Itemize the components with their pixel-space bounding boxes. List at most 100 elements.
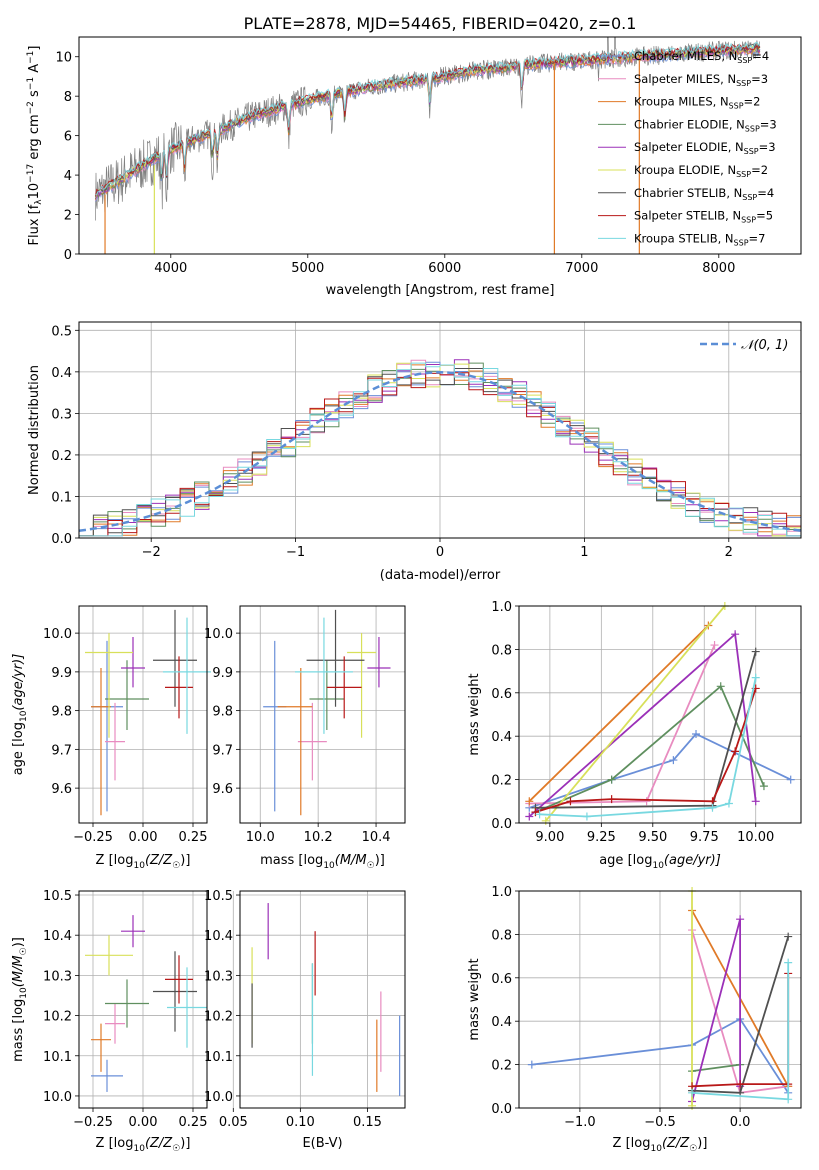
residual-histogram-line: [79, 362, 801, 537]
mw_vs_Z-point-marker: [527, 1060, 536, 1069]
legend-label: Salpeter ELODIE, N: [634, 140, 744, 154]
mw_vs_age-ytick-label: 0.6: [491, 687, 512, 702]
age_vs_Z-xlabel-part: )]: [180, 853, 190, 868]
mw_vs_Z-xtick-label: 0.0: [730, 1115, 751, 1130]
age_vs_mass-xlabel-sub: ☉: [367, 861, 375, 871]
mass_vs_Z-ylabel: mass [log10(M/M☉)]: [11, 937, 29, 1062]
mw_vs_age-series-line: [528, 624, 710, 802]
age_vs_Z-ylabel: age [log10(age/yr)]: [11, 654, 29, 776]
age_vs_mass-xlabel-part: )]: [375, 853, 385, 868]
mw_vs_Z-ytick-label: 0.8: [491, 928, 512, 943]
mass_vs_ebv-xlabel: E(B-V): [302, 1136, 342, 1151]
spectrum-xtick-label: 5000: [291, 261, 324, 276]
legend-sub: SSP: [736, 79, 751, 88]
legend-entry: Chabrier ELODIE, NSSP=3: [634, 117, 777, 133]
residuals-xtick-label: 0: [436, 545, 444, 560]
mw_vs_age-xtick-label: 9.50: [638, 830, 667, 845]
mass_vs_Z-xtick-label: 0.25: [179, 1115, 208, 1130]
mw_vs_Z-ytick-label: 0.0: [491, 1102, 512, 1117]
age_vs_mass-xlabel-part: mass [log: [260, 853, 323, 868]
legend-entry-normal: 𝒩(0, 1): [741, 338, 788, 353]
ylabel-part: s: [27, 90, 42, 101]
spectrum-ytick-label: 4: [64, 169, 72, 184]
mw_vs_age-point-marker: [759, 782, 768, 791]
mass_vs_ebv-ytick-label: 10.1: [204, 1050, 233, 1065]
mw_vs_age-point-marker: [786, 775, 795, 784]
mw_vs_Z-point-marker: [736, 915, 745, 924]
spectrum-ylabel: Flux [fλ10−17 erg cm−2 s−1 A−1]: [26, 46, 44, 246]
age_vs_Z-xlabel: Z [log10(Z/Z☉)]: [96, 853, 191, 871]
age_vs_Z-ytick-label: 9.7: [51, 743, 72, 758]
mw_vs_age-ytick-label: 0.2: [491, 774, 512, 789]
mass_vs_Z-xlabel: Z [log10(Z/Z☉)]: [96, 1136, 191, 1154]
mw_vs_age-point-marker: [724, 799, 733, 808]
legend-sub: SSP: [734, 238, 749, 247]
legend-entry: Kroupa ELODIE, NSSP=2: [634, 163, 768, 179]
legend-sub: SSP: [729, 102, 744, 111]
mw_vs_age-ytick-label: 0.8: [491, 643, 512, 658]
mass_vs_Z-ylabel-part: (M/M: [11, 955, 26, 987]
age_vs_mass-xlabel: mass [log10(M/M☉)]: [260, 853, 385, 871]
ylabel-sup: −2: [26, 101, 36, 114]
age_vs_mass-xlabel-sub: 10: [323, 861, 335, 871]
legend-entry: Chabrier MILES, NSSP=4: [634, 49, 769, 65]
mw_vs_Z-point-marker: [784, 1095, 793, 1104]
legend-entry: Kroupa MILES, NSSP=2: [634, 95, 760, 111]
ylabel-part: A: [27, 64, 42, 77]
legend-label: Salpeter STELIB, N: [634, 209, 741, 223]
legend-label: Kroupa ELODIE, N: [634, 163, 736, 177]
legend-entry: Salpeter STELIB, NSSP=5: [634, 209, 773, 225]
mw_vs_Z-xlabel-part: )]: [697, 1136, 707, 1151]
age_vs_mass-frame: [239, 605, 406, 824]
age_vs_Z-xtick-label: −0.25: [73, 830, 113, 845]
spectrum-plot-area: [94, 37, 761, 254]
legend-label: Kroupa STELIB, N: [634, 231, 734, 245]
mw_vs_age-xtick-label: 9.00: [535, 830, 564, 845]
legend-count: =2: [744, 95, 761, 109]
age_vs_mass-ytick-label: 9.6: [212, 782, 233, 797]
mw_vs_age-xtick-label: 9.75: [690, 830, 719, 845]
legend-label: Chabrier STELIB, N: [634, 186, 742, 200]
age_vs_Z-ytick-label: 9.9: [51, 666, 72, 681]
mw_vs_Z-point-marker: [736, 1080, 745, 1089]
legend-entry: Kroupa STELIB, NSSP=7: [634, 231, 765, 247]
mass_vs_Z-ylabel-part: mass [log: [11, 999, 26, 1062]
legend-count: =5: [756, 209, 773, 223]
mw_vs_Z-ytick-label: 0.2: [491, 1059, 512, 1074]
legend-label: Salpeter MILES, N: [634, 72, 736, 86]
legend-entry: Salpeter ELODIE, NSSP=3: [634, 140, 776, 156]
mw_vs_Z-point-marker: [784, 932, 793, 941]
residuals-ytick-label: 0.4: [51, 366, 72, 381]
mw_vs_Z-xlabel-sub: 10: [650, 1144, 662, 1154]
mw_vs_age-point-marker: [531, 808, 540, 817]
mw_vs_age-xlabel-part: (age/yr)]: [664, 853, 721, 868]
mw_vs_Z-ytick-label: 0.4: [491, 1015, 512, 1030]
legend-label: Chabrier ELODIE, N: [634, 117, 745, 131]
mw_vs_age-xlabel: age [log10(age/yr)]: [599, 853, 721, 871]
ylabel-sub: λ: [34, 199, 44, 205]
mw_vs_age-series-line: [535, 651, 757, 809]
mw_vs_age-xlabel-part: age [log: [599, 853, 652, 868]
mw_vs_age-point-marker: [566, 797, 575, 806]
mw_vs_age-point-marker: [710, 641, 719, 650]
mass_vs_ebv-ytick-label: 10.4: [204, 929, 233, 944]
legend-count: =3: [751, 72, 768, 86]
legend-label: Kroupa MILES, N: [634, 95, 729, 109]
figure-title: PLATE=2878, MJD=54465, FIBERID=0420, z=0…: [244, 14, 637, 33]
mw_vs_age-xlabel-sub: 10: [652, 861, 664, 871]
mw_vs_Z-series-line: [691, 918, 741, 1102]
residuals-ytick-label: 0.1: [51, 490, 72, 505]
mw_vs_age-point-marker: [751, 673, 760, 682]
spectrum-frame: [78, 36, 802, 255]
age_vs_Z-ytick-label: 9.8: [51, 705, 72, 720]
spectrum-xtick-label: 4000: [154, 261, 187, 276]
mass_vs_ebv-ytick-label: 10.2: [204, 1010, 233, 1025]
mw_vs_Z-xtick-label: −0.5: [644, 1115, 676, 1130]
legend-label: Chabrier MILES, N: [634, 49, 737, 63]
spectrum-ytick-label: 10: [55, 51, 72, 66]
age_vs_Z-ylabel-part: age [log: [11, 722, 26, 775]
mw_vs_age-ytick-label: 0.4: [491, 730, 512, 745]
residual-histogram-line: [79, 368, 801, 537]
mass_vs_ebv-ytick-label: 10.3: [204, 969, 233, 984]
mw_vs_Z-point-marker: [688, 1088, 697, 1097]
